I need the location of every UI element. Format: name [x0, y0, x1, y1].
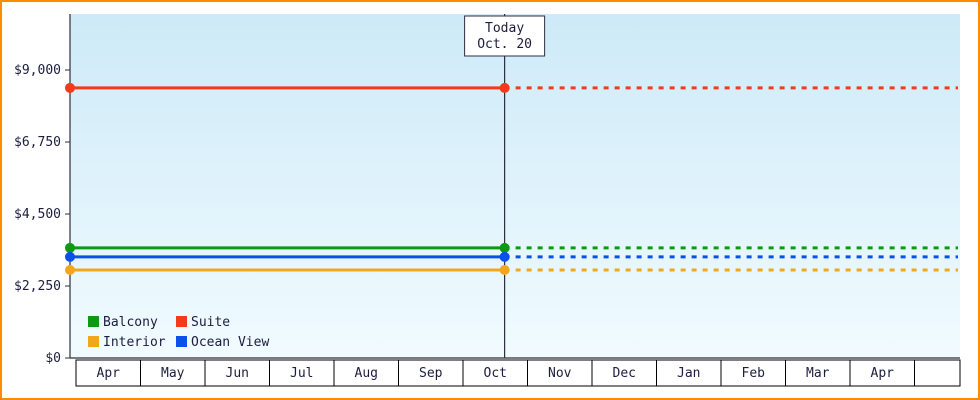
month-label: Jun	[226, 366, 249, 381]
month-label: May	[161, 366, 185, 381]
y-tick-label: $9,000	[14, 63, 61, 78]
series-start-marker-suite	[65, 82, 75, 93]
month-label: Apr	[871, 366, 895, 381]
series-today-marker-interior	[499, 265, 510, 275]
month-label: Oct	[484, 366, 507, 381]
legend-swatch-ocean-view	[176, 336, 187, 347]
legend-label-ocean-view: Ocean View	[191, 335, 269, 350]
series-start-marker-ocean-view	[65, 251, 75, 262]
month-label: Feb	[742, 366, 766, 381]
series-today-marker-suite	[499, 82, 510, 93]
legend-label-interior: Interior	[103, 335, 166, 350]
legend-label-suite: Suite	[191, 315, 230, 330]
legend-swatch-balcony	[88, 316, 99, 327]
legend-swatch-interior	[88, 336, 99, 347]
plot-area	[70, 14, 960, 358]
month-label: Dec	[613, 366, 636, 381]
y-tick-label: $6,750	[14, 135, 61, 150]
today-label-box	[464, 15, 546, 57]
legend-swatch-suite	[176, 316, 187, 327]
today-label-line1: Today	[485, 21, 524, 36]
y-tick-label: $0	[45, 351, 61, 366]
y-tick-label: $2,250	[14, 279, 61, 294]
month-label: Nov	[548, 366, 572, 381]
month-label: Jan	[677, 366, 700, 381]
y-tick-label: $4,500	[14, 207, 61, 222]
month-strip	[75, 359, 961, 387]
legend-label-balcony: Balcony	[103, 315, 158, 330]
month-label: Apr	[97, 366, 121, 381]
series-start-marker-interior	[65, 265, 75, 275]
series-start-marker-balcony	[65, 242, 75, 253]
month-label: Jul	[290, 366, 313, 381]
today-label-line2: Oct. 20	[477, 37, 532, 52]
month-label: Aug	[355, 366, 378, 381]
month-label: Mar	[806, 366, 830, 381]
series-today-marker-balcony	[499, 242, 510, 253]
month-label: Sep	[419, 366, 443, 381]
series-today-marker-ocean-view	[499, 251, 510, 262]
